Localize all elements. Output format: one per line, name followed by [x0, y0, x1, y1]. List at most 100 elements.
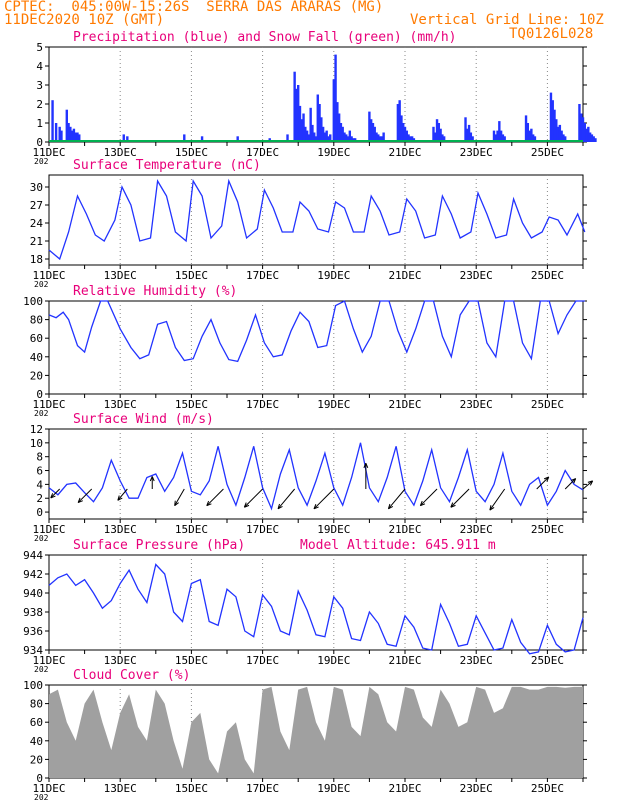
precip-bar: [432, 126, 435, 142]
precip-bar: [343, 132, 346, 142]
y-tick-label: 940: [23, 587, 43, 600]
date-label: 25DEC: [531, 269, 564, 282]
precip-bar: [585, 128, 588, 142]
precip-bar: [562, 134, 565, 142]
y-tick-label: 12: [30, 423, 43, 436]
wind-arrow: [243, 488, 263, 508]
precip-bar: [70, 130, 74, 142]
date-label: 11DEC: [32, 654, 65, 667]
date-label: 13DEC: [104, 398, 137, 411]
precip-bar: [373, 126, 376, 142]
panel-2: 0 20 40 60 80 100 11DEC 13DEC 15DEC 17DEC 19DEC 21D…: [23, 284, 587, 418]
wind-arrow-shaft: [564, 478, 577, 490]
y-tick-label: 27: [30, 199, 43, 212]
series-line: [48, 563, 584, 655]
precip-bar: [313, 132, 316, 142]
date-label: 19DEC: [317, 269, 350, 282]
y-tick-label: 2: [36, 98, 43, 111]
wind-arrow: [117, 488, 128, 501]
y-tick-label: 0: [36, 772, 43, 785]
y-tick-label: 4: [36, 478, 43, 491]
y-tick-label: 942: [23, 568, 43, 581]
date-label: 13DEC: [104, 523, 137, 536]
precip-bar: [553, 109, 556, 142]
y-tick-label: 1: [36, 117, 43, 130]
panel-4: 934 936 938 940 942 944 11DEC 13DEC 15DEC 17DEC 19…: [23, 538, 587, 674]
y-tick-label: 30: [30, 181, 43, 194]
panel-title: Surface Wind (m/s): [73, 412, 214, 427]
precip-bar: [305, 130, 309, 142]
wind-arrow: [582, 480, 594, 490]
y-tick-label: 100: [23, 679, 43, 692]
precip-bar: [530, 128, 533, 142]
wind-arrow: [536, 476, 550, 490]
precip-bar: [298, 105, 302, 142]
precip-bar: [316, 94, 319, 142]
precip-bar: [555, 119, 558, 142]
wind-arrow-shaft: [50, 488, 61, 499]
y-tick-label: 60: [30, 332, 43, 345]
date-label: 23DEC: [460, 654, 493, 667]
panel-title: Surface Pressure (hPa): [73, 538, 245, 553]
panel-5: 0 20 40 60 80 100 11DEC 13DEC 15DEC 17DEC 19DEC 21D…: [23, 668, 587, 800]
wind-arrow-head: [419, 500, 423, 506]
wind-arrow-head: [174, 500, 176, 506]
precip-bar: [307, 134, 311, 142]
precip-bar: [592, 136, 595, 142]
precip-bar: [469, 132, 473, 142]
precip-bar: [297, 85, 300, 142]
date-label: 19DEC: [317, 146, 350, 159]
precip-bar: [321, 126, 325, 142]
wind-arrow: [313, 488, 335, 510]
precip-bar: [309, 107, 312, 142]
precip-bar: [67, 123, 70, 142]
wind-arrow-head: [450, 504, 456, 508]
panel-0: 0 1 2 3 4 5 11DEC 13DEC 15DEC 17DEC 19DEC 21DEC 23DE…: [32, 30, 597, 166]
wind-arrow-shaft: [388, 488, 406, 510]
wind-arrow-shaft: [489, 488, 506, 511]
precip-bar: [69, 126, 72, 142]
wind-arrow-head: [546, 476, 550, 482]
precip-bar: [295, 88, 298, 142]
wind-arrow: [564, 478, 577, 490]
year-label: 202: [34, 534, 49, 543]
date-label: 17DEC: [246, 146, 279, 159]
precip-bar: [58, 126, 61, 142]
wind-arrow-shaft: [206, 488, 224, 507]
date-label: 21DEC: [388, 269, 421, 282]
precip-bar: [590, 134, 594, 142]
precip-bar: [304, 126, 307, 142]
date-label: 13DEC: [104, 654, 137, 667]
wind-arrow-head: [388, 506, 394, 510]
precip-bar: [471, 136, 474, 142]
date-label: 17DEC: [246, 269, 279, 282]
panel-1: 18 21 24 27 30 11DEC 13DEC 15DEC 17DEC 19DEC 21DEC…: [30, 158, 587, 289]
precip-bar: [371, 123, 375, 142]
y-tick-label: 8: [36, 451, 43, 464]
run-time: 11DEC2020 10Z (GMT): [4, 12, 165, 28]
precip-bar: [311, 124, 314, 142]
precip-bar: [78, 134, 81, 142]
precip-bar: [549, 92, 553, 142]
precip-bar: [437, 123, 441, 142]
precip-bar: [398, 100, 401, 142]
date-label: 11DEC: [32, 782, 65, 795]
precip-bar: [65, 109, 68, 142]
wind-arrow-shaft: [536, 476, 550, 490]
precip-bar: [318, 104, 321, 142]
precip-bar: [581, 117, 585, 142]
panel-title: Precipitation (blue) and Snow Fall (gree…: [73, 30, 457, 45]
precip-bar: [501, 134, 505, 142]
y-tick-label: 40: [30, 351, 43, 364]
precip-bar: [560, 130, 563, 142]
precip-bar: [74, 132, 77, 142]
wind-arrow-head: [206, 503, 212, 507]
y-tick-label: 5: [36, 41, 43, 54]
y-tick-label: 20: [30, 369, 43, 382]
series-line: [48, 442, 584, 511]
wind-arrow: [149, 476, 155, 489]
wind-arrow: [363, 463, 369, 489]
precip-bar: [578, 104, 581, 142]
precip-bar: [339, 123, 343, 142]
